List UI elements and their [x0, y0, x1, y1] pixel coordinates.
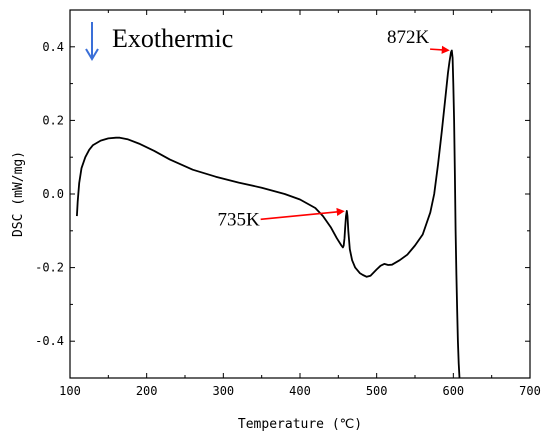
- annotation-arrow-head: [441, 45, 450, 54]
- y-axis-title: DSC (mW/mg): [11, 151, 26, 237]
- y-tick-label: -0.2: [35, 261, 64, 275]
- dsc-curve: [76, 49, 461, 379]
- y-tick-label: 0.4: [42, 40, 64, 54]
- exothermic-note: Exothermic: [85, 22, 233, 61]
- x-tick-label: 100: [59, 384, 81, 398]
- annotation-arrow-line: [260, 211, 338, 221]
- peak-label: 872K: [387, 27, 430, 48]
- peak-annotations: 735K 872K: [218, 27, 450, 230]
- exothermic-label: Exothermic: [112, 24, 233, 53]
- x-tick-label: 700: [519, 384, 541, 398]
- x-tick-label: 500: [366, 384, 388, 398]
- y-tick-label: -0.4: [35, 334, 64, 348]
- x-axis-title: Temperature (℃): [238, 417, 362, 432]
- down-arrow-icon: [85, 22, 99, 61]
- y-tick-label: 0.2: [42, 113, 64, 127]
- annotation-735K: 735K: [218, 207, 345, 230]
- x-tick-label: 400: [289, 384, 311, 398]
- peak-label: 735K: [218, 209, 261, 230]
- x-tick-label: 600: [442, 384, 464, 398]
- annotation-872K: 872K: [387, 27, 450, 54]
- axis-tick-labels: 100 200 300 400 500 600 700 -0.4 -0.2 0.0 0.2 0.4: [35, 40, 541, 398]
- x-tick-label: 300: [212, 384, 234, 398]
- axis-ticks: [69, 9, 531, 379]
- x-tick-label: 200: [136, 384, 158, 398]
- annotation-arrow-head: [336, 207, 345, 216]
- y-tick-label: 0.0: [42, 187, 64, 201]
- annotation-arrow-line: [430, 48, 443, 51]
- plot-frame: [69, 9, 531, 379]
